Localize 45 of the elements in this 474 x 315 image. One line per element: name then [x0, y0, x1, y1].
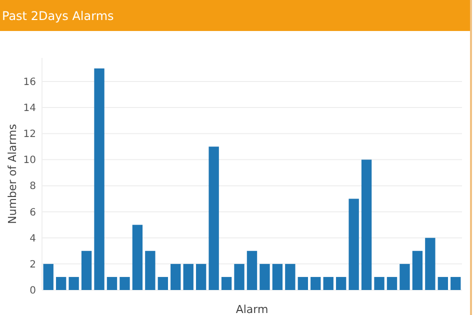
bar [246, 250, 258, 290]
y-axis-title: Number of Alarms [6, 124, 19, 224]
bar [234, 264, 244, 290]
y-tick-label: 8 [30, 181, 36, 192]
bar [400, 264, 410, 290]
bar [158, 276, 168, 290]
bar [450, 276, 461, 290]
bar [298, 276, 308, 290]
bar [348, 198, 359, 290]
y-tick-label: 6 [30, 207, 36, 218]
bar [272, 264, 283, 290]
bar [94, 68, 104, 290]
bar [310, 276, 321, 290]
y-tick-label: 2 [30, 259, 36, 270]
y-tick-label: 12 [23, 129, 36, 140]
bar [361, 160, 372, 290]
bar [68, 276, 79, 290]
chart-title: Past 2Days Alarms [2, 9, 114, 23]
bar [221, 276, 232, 290]
y-tick-label: 16 [23, 76, 36, 88]
y-tick-label: 10 [23, 155, 36, 166]
bar [43, 264, 54, 290]
bar [120, 276, 130, 290]
bar [323, 276, 334, 290]
bar [56, 276, 66, 290]
bar [106, 276, 118, 290]
y-tick-label: 4 [30, 233, 36, 244]
bar [170, 264, 181, 290]
bar [183, 264, 194, 290]
bar [438, 276, 448, 290]
bar [145, 250, 156, 290]
bar [81, 250, 92, 290]
bar [285, 264, 296, 290]
bar [208, 146, 219, 290]
y-tick-label: 14 [23, 103, 36, 114]
bar [260, 264, 270, 290]
bar [132, 224, 143, 290]
x-axis-title: Alarm [236, 303, 268, 315]
bar [425, 238, 436, 290]
bar [374, 276, 384, 290]
y-tick-label: 0 [30, 286, 36, 296]
bar [336, 276, 346, 290]
bar [412, 250, 423, 290]
bar [386, 276, 398, 290]
bar [196, 264, 206, 290]
